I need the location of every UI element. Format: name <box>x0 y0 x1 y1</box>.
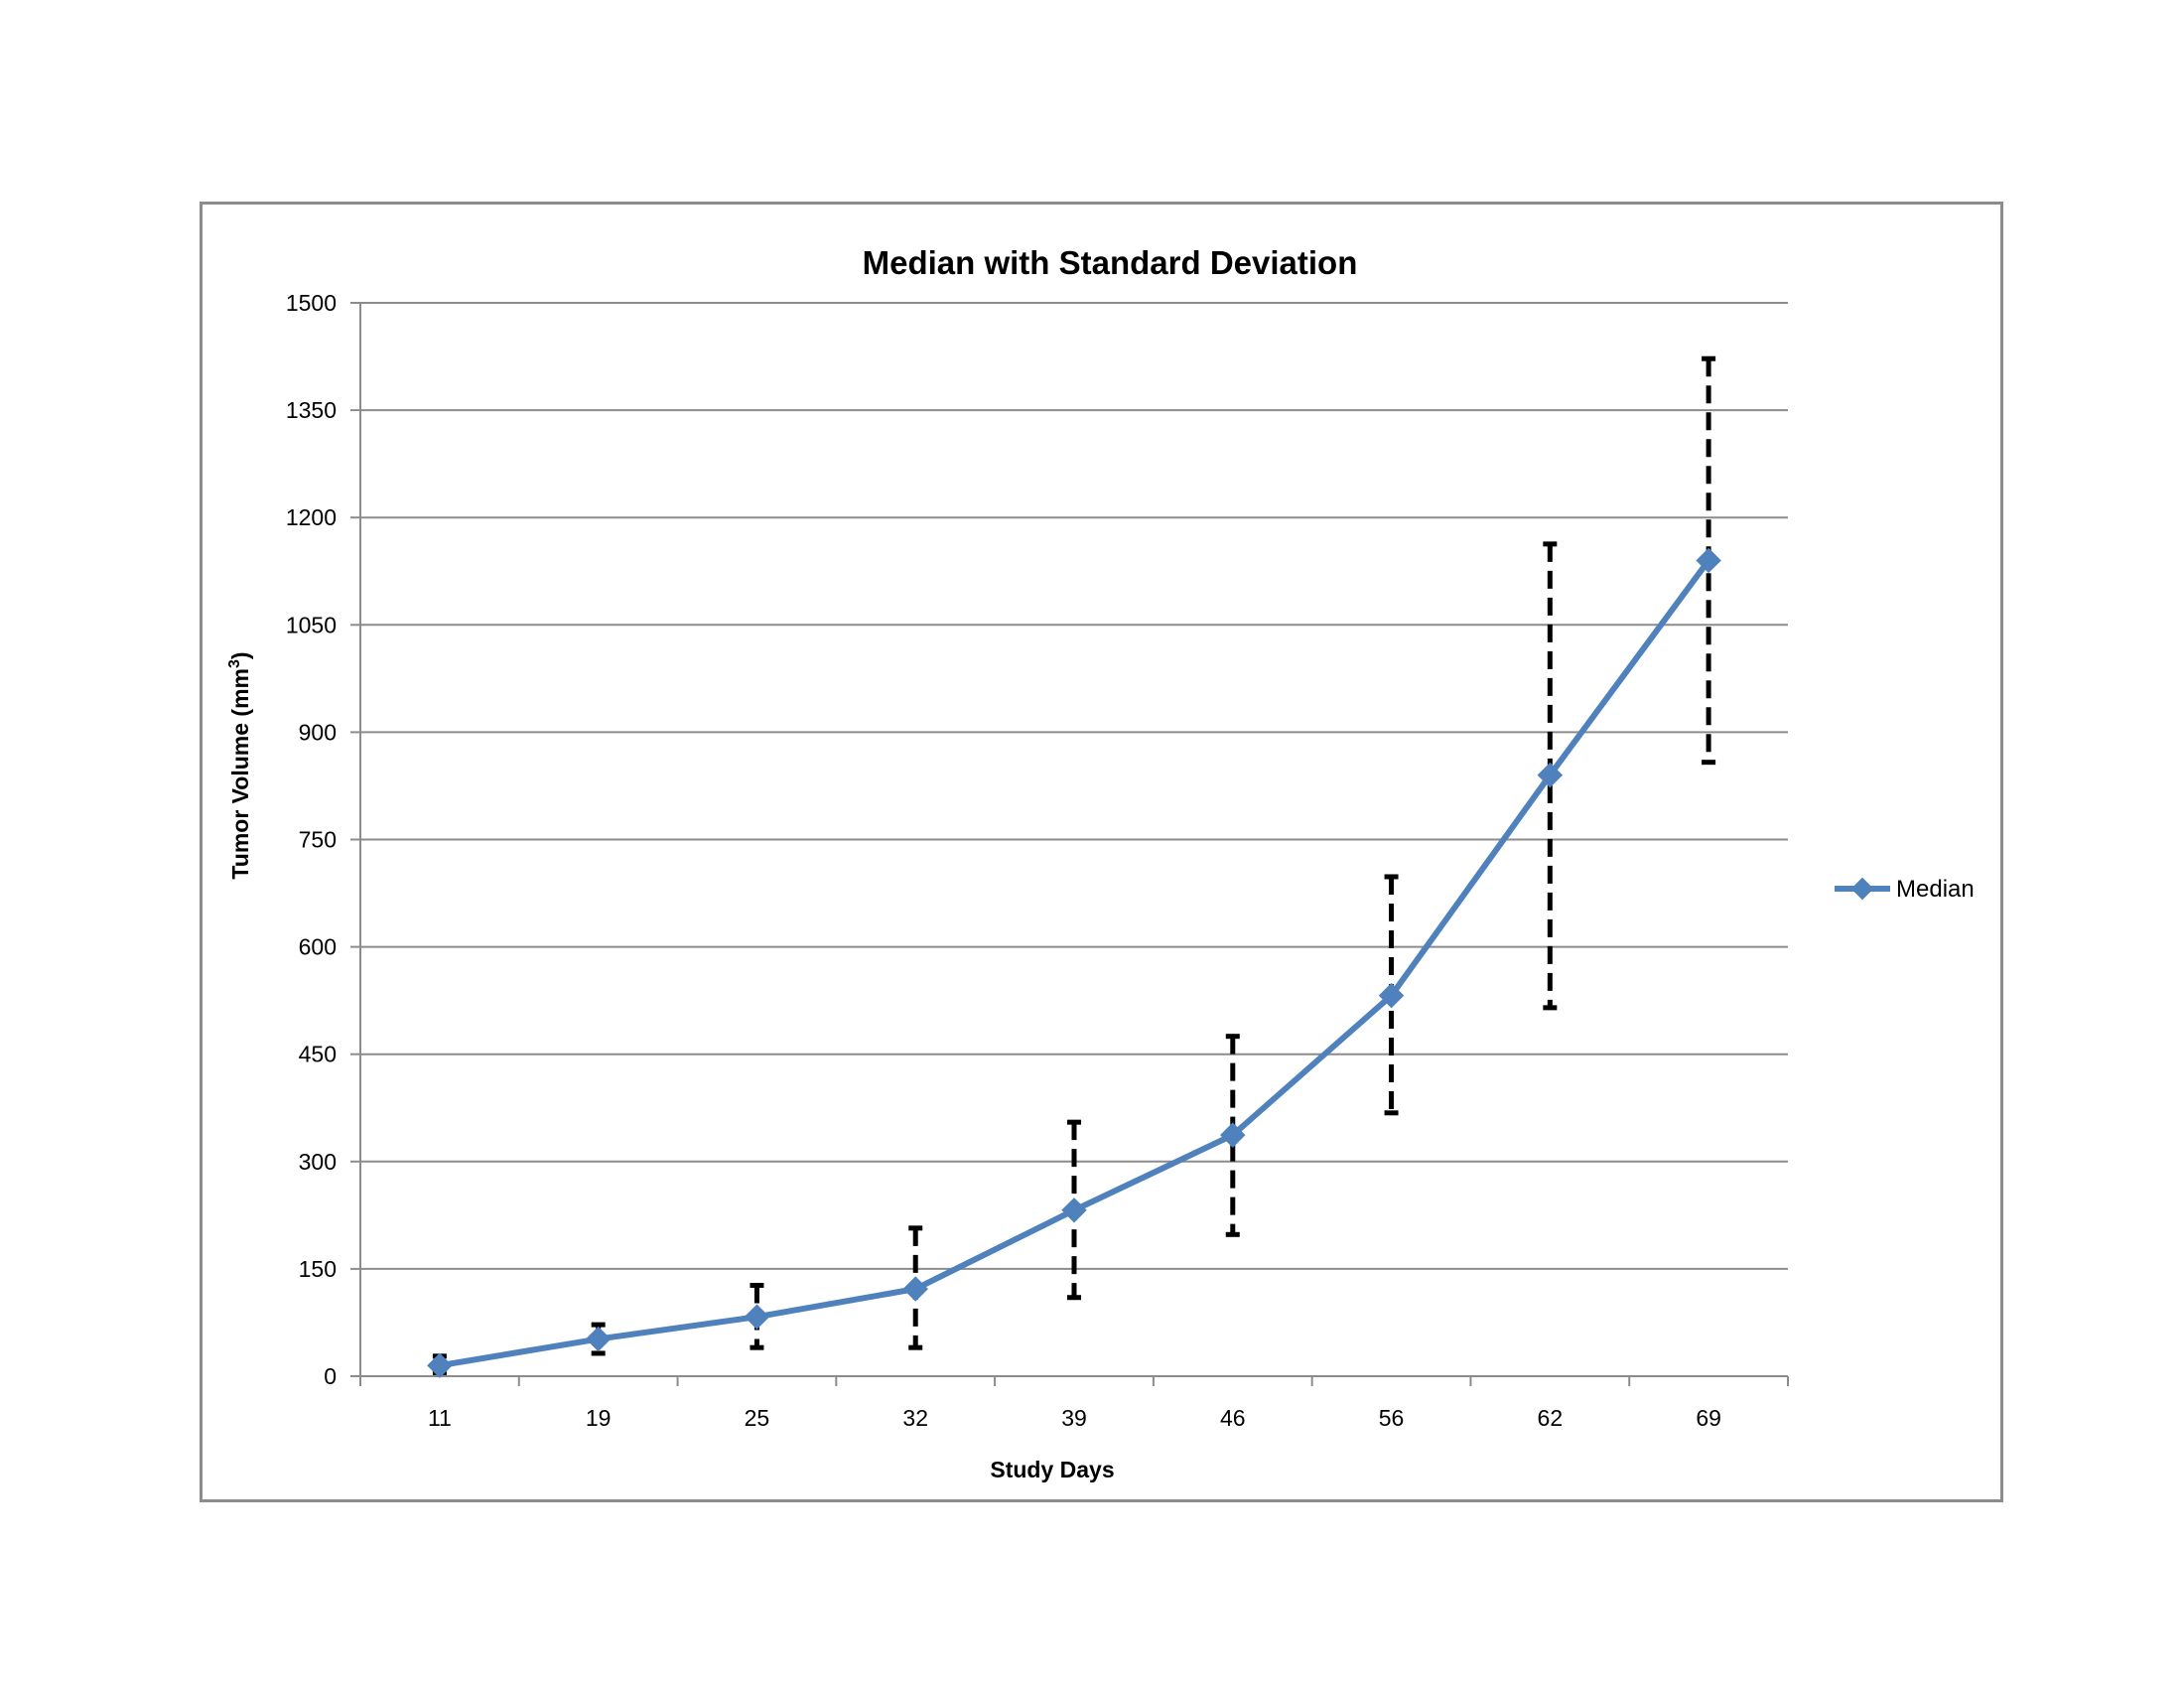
y-tick-label: 450 <box>299 1042 337 1067</box>
y-tick-label: 1350 <box>286 397 337 423</box>
x-tick-label: 19 <box>586 1405 612 1431</box>
y-tick-label: 1500 <box>286 290 337 316</box>
y-axis-label-main: Tumor Volume (mm <box>227 668 253 880</box>
y-tick-labels: 0 150 300 450 600 750 900 1050 1200 1350 1500 <box>286 290 337 1389</box>
x-tick-label: 32 <box>902 1405 928 1431</box>
x-tick-label: 56 <box>1379 1405 1405 1431</box>
x-tick-label: 62 <box>1538 1405 1564 1431</box>
x-tick-label: 39 <box>1061 1405 1087 1431</box>
y-axis-label-superscript: 3 <box>226 659 243 668</box>
x-tick-label: 25 <box>745 1405 770 1431</box>
y-tick-label: 750 <box>299 827 337 853</box>
chart-title: Median with Standard Deviation <box>863 244 1358 281</box>
legend-label: Median <box>1896 876 1975 903</box>
y-tick-label: 1050 <box>286 612 337 637</box>
y-tick-label: 150 <box>299 1256 337 1282</box>
x-axis-label: Study Days <box>990 1457 1114 1482</box>
y-tick-label: 1200 <box>286 504 337 530</box>
y-tick-label: 600 <box>299 934 337 960</box>
legend: Median <box>1835 876 1975 903</box>
chart-frame <box>200 202 2003 1502</box>
y-tick-label: 300 <box>299 1149 337 1175</box>
y-axis-label: Tumor Volume (mm3) <box>226 651 253 879</box>
x-tick-label: 11 <box>428 1405 452 1431</box>
y-tick-label: 900 <box>299 719 337 745</box>
x-tick-label: 69 <box>1696 1405 1721 1431</box>
series-median <box>427 547 1721 1378</box>
data-point <box>902 1276 928 1302</box>
axes <box>350 302 1789 1386</box>
y-tick-label: 0 <box>324 1363 337 1389</box>
data-point <box>744 1304 770 1330</box>
y-axis-label-suffix: ) <box>227 651 253 659</box>
data-point <box>1061 1197 1087 1223</box>
x-tick-label: 46 <box>1220 1405 1246 1431</box>
data-point <box>427 1352 453 1378</box>
legend-marker <box>1850 877 1874 901</box>
data-point <box>585 1326 612 1352</box>
x-tick-labels: 11 19 25 32 39 46 56 62 69 <box>428 1405 1721 1431</box>
